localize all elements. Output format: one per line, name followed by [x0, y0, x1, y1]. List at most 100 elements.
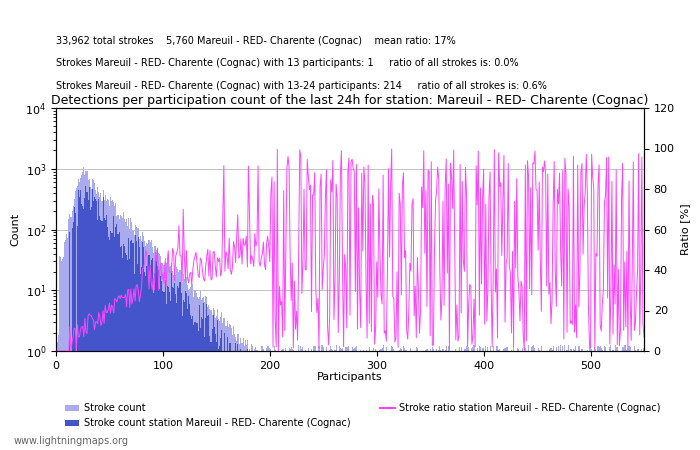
Bar: [521, 351, 522, 450]
Bar: [440, 350, 442, 450]
Bar: [564, 345, 566, 450]
Bar: [536, 351, 537, 450]
Bar: [477, 347, 478, 450]
Bar: [266, 351, 267, 450]
Bar: [433, 349, 434, 450]
Bar: [351, 347, 353, 450]
Bar: [59, 256, 60, 450]
Bar: [298, 346, 299, 450]
Bar: [392, 351, 393, 450]
Bar: [593, 351, 594, 450]
Bar: [342, 351, 343, 450]
Bar: [412, 351, 414, 450]
Bar: [113, 216, 114, 450]
Bar: [153, 253, 154, 450]
Bar: [249, 351, 250, 450]
Bar: [379, 351, 381, 450]
Bar: [357, 351, 358, 450]
Bar: [465, 351, 466, 450]
Bar: [310, 351, 311, 450]
Bar: [60, 256, 61, 450]
Bar: [116, 224, 118, 450]
Bar: [378, 351, 379, 450]
Bar: [297, 351, 298, 450]
Bar: [619, 351, 620, 450]
Bar: [306, 351, 307, 450]
Bar: [485, 351, 486, 450]
Bar: [141, 267, 142, 450]
Bar: [486, 351, 487, 450]
Bar: [139, 239, 140, 450]
Bar: [228, 327, 229, 450]
Bar: [186, 293, 187, 450]
Bar: [587, 350, 588, 450]
Bar: [203, 303, 204, 450]
Bar: [381, 351, 382, 450]
Bar: [356, 351, 357, 450]
Bar: [293, 351, 294, 450]
Bar: [605, 346, 606, 450]
Bar: [471, 348, 472, 450]
Bar: [559, 351, 560, 450]
Bar: [436, 349, 437, 450]
Bar: [390, 351, 391, 450]
Bar: [509, 351, 510, 450]
Bar: [79, 182, 80, 450]
Bar: [158, 270, 159, 450]
Bar: [621, 351, 622, 450]
Bar: [161, 263, 162, 450]
Bar: [379, 351, 381, 450]
Bar: [358, 351, 359, 450]
Bar: [444, 351, 446, 450]
Bar: [556, 346, 557, 450]
Bar: [317, 351, 318, 450]
Bar: [315, 346, 316, 450]
Bar: [81, 175, 82, 450]
Bar: [307, 351, 308, 450]
Bar: [156, 250, 157, 450]
Bar: [293, 350, 294, 450]
Bar: [329, 350, 330, 450]
Bar: [332, 350, 333, 450]
Bar: [88, 180, 89, 450]
Bar: [430, 351, 432, 450]
Bar: [536, 351, 537, 450]
Bar: [478, 351, 479, 450]
Bar: [157, 266, 158, 450]
Bar: [109, 240, 110, 450]
Title: Detections per participation count of the last 24h for station: Mareuil - RED- C: Detections per participation count of th…: [51, 94, 649, 107]
Bar: [516, 351, 517, 450]
Bar: [386, 347, 387, 450]
Bar: [69, 215, 71, 450]
Bar: [274, 351, 276, 450]
Bar: [514, 351, 515, 450]
Bar: [193, 297, 195, 450]
Bar: [531, 347, 532, 450]
Bar: [400, 351, 401, 450]
Bar: [543, 351, 544, 450]
Bar: [570, 351, 572, 450]
Bar: [576, 351, 578, 450]
Bar: [365, 351, 367, 450]
Bar: [424, 351, 426, 450]
Bar: [386, 351, 387, 450]
Bar: [215, 318, 216, 450]
Bar: [346, 347, 347, 450]
Bar: [97, 220, 98, 450]
Bar: [93, 180, 94, 450]
Bar: [522, 351, 523, 450]
Bar: [405, 350, 406, 450]
Bar: [481, 351, 482, 450]
Bar: [498, 351, 499, 450]
Bar: [66, 234, 67, 450]
Bar: [313, 346, 314, 450]
Bar: [538, 347, 539, 450]
Bar: [624, 345, 625, 450]
Bar: [76, 188, 77, 450]
Bar: [457, 351, 458, 450]
Bar: [554, 351, 556, 450]
Bar: [225, 326, 227, 450]
Bar: [460, 351, 461, 450]
Bar: [313, 351, 314, 450]
Bar: [527, 351, 528, 450]
